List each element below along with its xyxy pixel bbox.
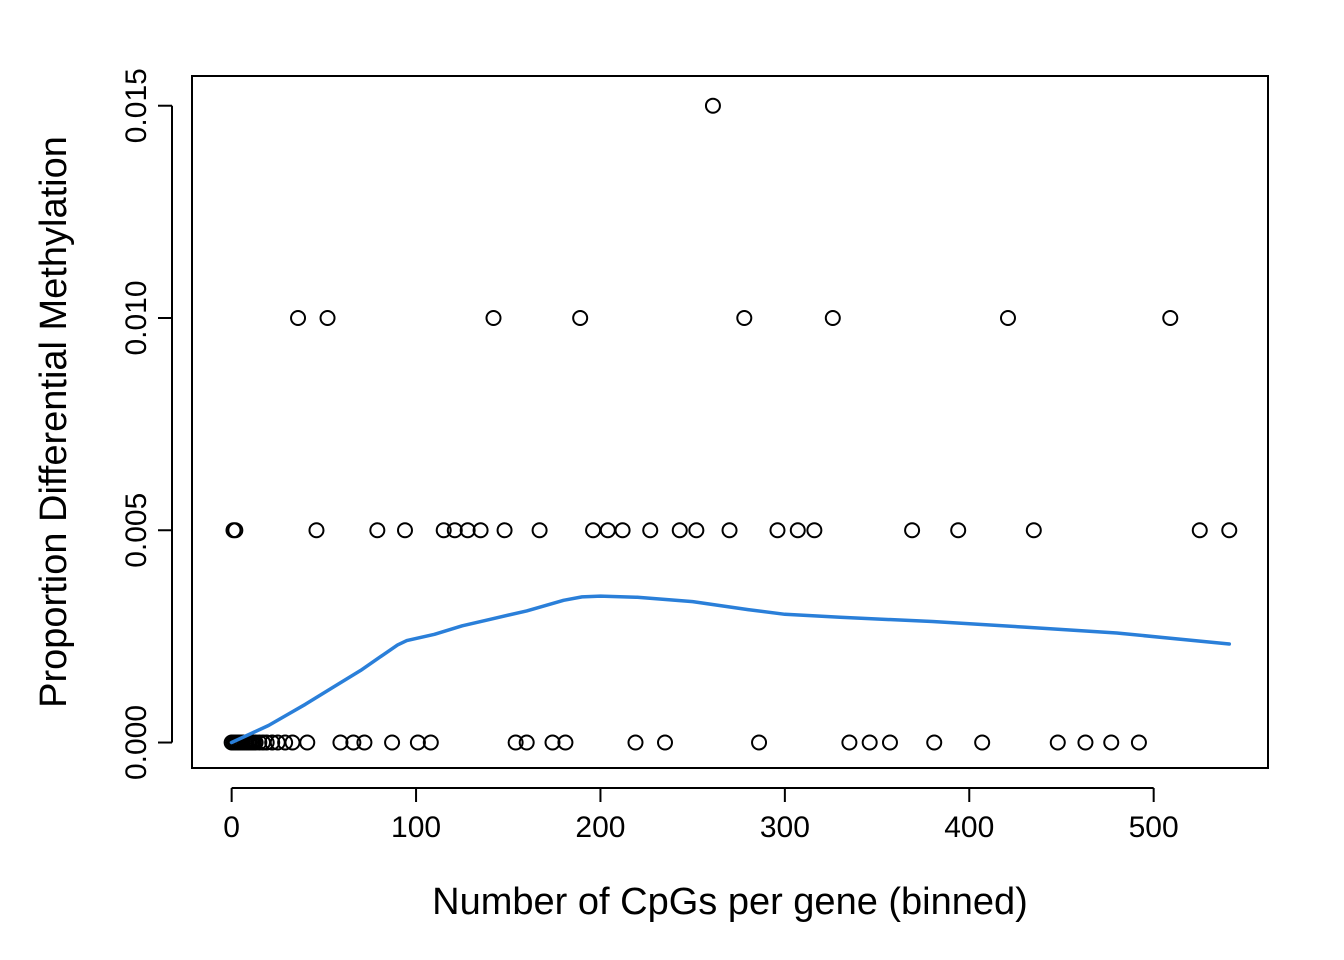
y-tick-label: 0.000 bbox=[120, 705, 153, 780]
data-point bbox=[518, 734, 535, 751]
y-axis: 0.000 0.005 0.010 0.015 bbox=[120, 68, 173, 780]
data-point bbox=[950, 522, 967, 539]
data-point bbox=[599, 522, 616, 539]
data-point bbox=[1191, 522, 1208, 539]
data-point bbox=[671, 522, 688, 539]
data-point bbox=[841, 734, 858, 751]
y-tick-label: 0.015 bbox=[120, 68, 153, 143]
data-point bbox=[736, 309, 753, 326]
data-point bbox=[1162, 309, 1179, 326]
data-point bbox=[472, 522, 489, 539]
data-point bbox=[496, 522, 513, 539]
data-point bbox=[396, 522, 413, 539]
data-point bbox=[277, 734, 294, 751]
data-point bbox=[531, 522, 548, 539]
data-point bbox=[688, 522, 705, 539]
x-tick-label: 500 bbox=[1129, 811, 1179, 844]
data-point bbox=[1049, 734, 1066, 751]
x-tick-label: 100 bbox=[391, 811, 441, 844]
data-point bbox=[356, 734, 373, 751]
data-point bbox=[585, 522, 602, 539]
data-point bbox=[369, 522, 386, 539]
x-tick-label: 200 bbox=[575, 811, 625, 844]
data-point bbox=[308, 522, 325, 539]
data-point bbox=[332, 734, 349, 751]
data-point bbox=[824, 309, 841, 326]
data-point bbox=[319, 309, 336, 326]
scatter-points bbox=[223, 97, 1238, 751]
data-point bbox=[544, 734, 561, 751]
data-point bbox=[1103, 734, 1120, 751]
data-point bbox=[422, 734, 439, 751]
y-tick-label: 0.005 bbox=[120, 493, 153, 568]
data-point bbox=[861, 734, 878, 751]
data-point bbox=[459, 522, 476, 539]
data-point bbox=[926, 734, 943, 751]
data-point bbox=[384, 734, 401, 751]
data-point bbox=[904, 522, 921, 539]
smoothed-trend-line bbox=[229, 594, 1232, 745]
x-axis-title: Number of CpGs per gene (binned) bbox=[432, 881, 1028, 923]
data-point bbox=[446, 522, 463, 539]
plot-frame bbox=[191, 75, 1269, 769]
data-point bbox=[435, 522, 452, 539]
y-tick-label: 0.010 bbox=[120, 280, 153, 355]
data-point bbox=[642, 522, 659, 539]
data-point bbox=[1130, 734, 1147, 751]
data-point bbox=[751, 734, 768, 751]
data-point bbox=[999, 309, 1016, 326]
data-point bbox=[572, 309, 589, 326]
y-axis-title: Proportion Differential Methylation bbox=[33, 136, 75, 708]
data-point bbox=[264, 734, 281, 751]
data-point bbox=[485, 309, 502, 326]
data-point bbox=[974, 734, 991, 751]
x-tick-label: 400 bbox=[944, 811, 994, 844]
data-point bbox=[614, 522, 631, 539]
data-point bbox=[290, 309, 307, 326]
data-point bbox=[656, 734, 673, 751]
data-point bbox=[1221, 522, 1238, 539]
data-point bbox=[704, 97, 721, 114]
data-point bbox=[345, 734, 362, 751]
data-point bbox=[409, 734, 426, 751]
data-point bbox=[299, 734, 316, 751]
data-point bbox=[1025, 522, 1042, 539]
x-tick-label: 0 bbox=[223, 811, 240, 844]
x-axis: 0 100 200 300 400 500 bbox=[223, 787, 1179, 844]
data-point bbox=[507, 734, 524, 751]
data-point bbox=[227, 522, 244, 539]
data-point bbox=[769, 522, 786, 539]
data-point bbox=[881, 734, 898, 751]
data-point bbox=[1077, 734, 1094, 751]
x-tick-label: 300 bbox=[760, 811, 810, 844]
data-point bbox=[258, 734, 275, 751]
data-point bbox=[806, 522, 823, 539]
data-point bbox=[557, 734, 574, 751]
data-point bbox=[789, 522, 806, 539]
data-point bbox=[721, 522, 738, 539]
data-point bbox=[627, 734, 644, 751]
